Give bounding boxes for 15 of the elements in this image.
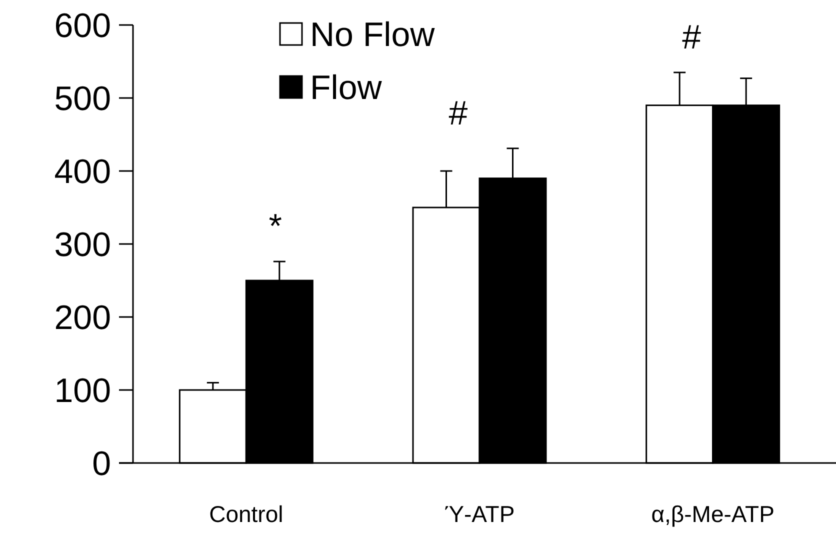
legend-label: No Flow	[310, 16, 436, 54]
y-tick-label: 200	[54, 298, 111, 337]
y-tick-label: 300	[54, 226, 111, 264]
annotation: *	[268, 208, 282, 246]
y-tick-label: 500	[54, 80, 111, 118]
legend-label: Flow	[310, 68, 382, 107]
annotation: #	[448, 94, 468, 132]
y-tick-label: 400	[54, 152, 111, 191]
y-tick-label: 0	[92, 444, 111, 483]
annotation: #	[682, 18, 702, 56]
y-tick-label: 100	[54, 372, 111, 410]
y-tick-label: 600	[54, 6, 111, 45]
x-tick-label: Control	[209, 501, 284, 527]
x-tick-label: α,β-Me-ATP	[651, 501, 774, 527]
x-tick-label: Ύ-ATP	[444, 501, 515, 527]
